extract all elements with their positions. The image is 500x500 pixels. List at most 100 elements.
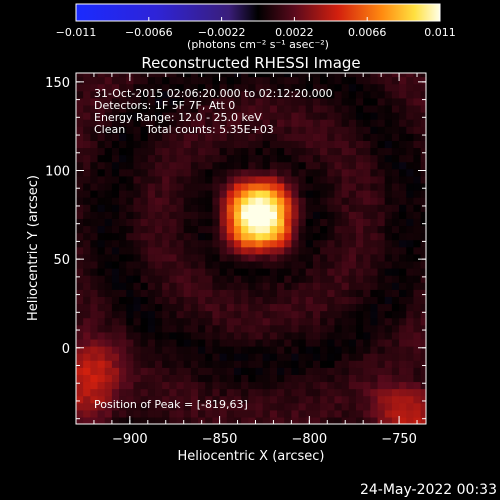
heatmap-cell: [341, 374, 350, 383]
heatmap-cell: [119, 416, 127, 424]
heatmap-cell: [341, 260, 350, 269]
heatmap-cell: [391, 416, 400, 424]
heatmap-cell: [305, 402, 314, 411]
heatmap-cell: [183, 90, 192, 99]
heatmap-cell: [133, 310, 142, 319]
heatmap-cell: [399, 83, 407, 92]
heatmap-cell: [298, 140, 307, 149]
heatmap-cell: [212, 310, 221, 319]
heatmap-cell: [262, 211, 271, 219]
heatmap-cell: [334, 409, 343, 418]
heatmap-cell: [377, 140, 386, 149]
heatmap-cell: [284, 76, 292, 85]
heatmap-cell: [162, 303, 170, 312]
heatmap-cell: [140, 126, 149, 134]
heatmap-cell: [126, 190, 135, 198]
heatmap-cell: [327, 275, 336, 283]
heatmap-cell: [147, 310, 156, 319]
heatmap-cell: [399, 388, 407, 397]
heatmap-cell: [277, 182, 285, 191]
heatmap-cell: [176, 275, 185, 283]
heatmap-cell: [198, 367, 206, 375]
heatmap-cell: [370, 76, 379, 85]
annotation-method: Clean: [94, 123, 125, 136]
heatmap-cell: [391, 310, 400, 319]
heatmap-cell: [284, 310, 292, 319]
heatmap-cell: [119, 296, 127, 305]
heatmap-cell: [133, 275, 142, 283]
heatmap-cell: [277, 331, 285, 340]
heatmap-cell: [413, 381, 422, 390]
heatmap-cell: [248, 104, 257, 113]
x-tick-label: −750: [381, 432, 417, 447]
y-tick-label: 50: [53, 253, 70, 268]
heatmap-cell: [399, 119, 407, 127]
heatmap-cell: [291, 395, 300, 404]
heatmap-cell: [370, 416, 379, 424]
heatmap-cell: [111, 175, 120, 184]
heatmap-cell: [119, 303, 127, 312]
heatmap-cell: [162, 346, 170, 354]
heatmap-cell: [327, 112, 336, 120]
heatmap-cell: [348, 324, 357, 333]
heatmap-cell: [162, 97, 170, 106]
heatmap-cell: [147, 232, 156, 241]
heatmap-cell: [406, 161, 415, 170]
heatmap-cell: [154, 204, 163, 212]
heatmap-cell: [176, 190, 185, 198]
heatmap-cell: [97, 289, 106, 297]
heatmap-cell: [255, 353, 264, 361]
heatmap-cell: [176, 211, 185, 219]
heatmap-cell: [219, 97, 228, 106]
heatmap-cell: [76, 154, 84, 163]
heatmap-cell: [147, 324, 156, 333]
heatmap-cell: [104, 197, 113, 205]
heatmap-cell: [76, 353, 84, 361]
heatmap-cell: [341, 97, 350, 106]
heatmap-cell: [90, 119, 99, 127]
heatmap-cell: [406, 90, 415, 99]
heatmap-cell: [147, 268, 156, 276]
heatmap-cell: [233, 182, 242, 191]
heatmap-cell: [269, 324, 278, 333]
heatmap-cell: [384, 268, 393, 276]
heatmap-cell: [334, 147, 343, 156]
heatmap-cell: [305, 275, 314, 283]
heatmap-cell: [241, 204, 249, 212]
heatmap-cell: [327, 225, 336, 234]
heatmap-cell: [298, 218, 307, 227]
heatmap-cell: [133, 154, 142, 163]
heatmap-cell: [248, 310, 257, 319]
heatmap-cell: [212, 119, 221, 127]
heatmap-cell: [348, 104, 357, 113]
heatmap-cell: [312, 388, 321, 397]
heatmap-cell: [341, 197, 350, 205]
heatmap-cell: [284, 367, 292, 375]
heatmap-cell: [363, 239, 371, 248]
heatmap-cell: [406, 367, 415, 375]
heatmap-cell: [262, 331, 271, 340]
heatmap-cell: [90, 140, 99, 149]
heatmap-cell: [291, 147, 300, 156]
heatmap-cell: [190, 246, 199, 255]
heatmap-cell: [140, 402, 149, 411]
heatmap-cell: [370, 83, 379, 92]
heatmap-cell: [320, 331, 328, 340]
heatmap-cell: [334, 253, 343, 262]
heatmap-cell: [341, 147, 350, 156]
heatmap-cell: [119, 282, 127, 290]
heatmap-cell: [190, 147, 199, 156]
heatmap-cell: [205, 253, 214, 262]
heatmap-cell: [406, 204, 415, 212]
heatmap-cell: [219, 395, 228, 404]
heatmap-cell: [248, 218, 257, 227]
heatmap-cell: [406, 296, 415, 305]
heatmap-cell: [83, 388, 91, 397]
heatmap-cell: [291, 268, 300, 276]
heatmap-cell: [190, 161, 199, 170]
heatmap-cell: [377, 232, 386, 241]
heatmap-cell: [320, 83, 328, 92]
heatmap-cell: [312, 197, 321, 205]
heatmap-cell: [205, 402, 214, 411]
heatmap-cell: [399, 275, 407, 283]
